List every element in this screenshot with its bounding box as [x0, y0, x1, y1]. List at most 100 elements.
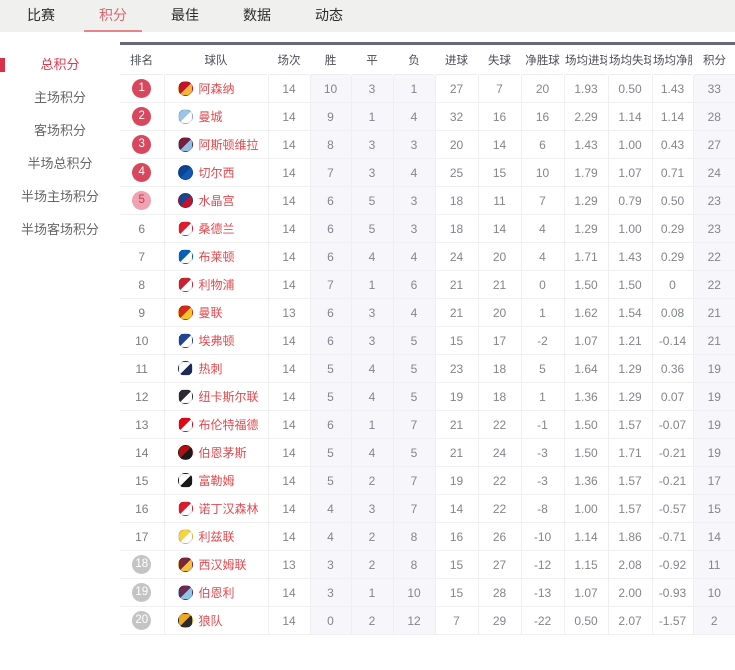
- cell-goals_for: 14: [434, 494, 478, 523]
- cell-rank: 17: [120, 522, 164, 551]
- cell-team[interactable]: 布莱顿: [163, 242, 268, 271]
- cell-goal_diff: -13: [520, 578, 564, 607]
- cell-wins: 7: [309, 158, 351, 187]
- table-row[interactable]: 17 利兹联 14 4 2 8 16 26 -10 1.14 1.86 -0.71 14: [120, 522, 735, 551]
- sidebar-item-halftime-home-points[interactable]: 半场主场积分: [0, 180, 120, 213]
- team-name: 诺丁汉森林: [198, 502, 259, 516]
- table-row[interactable]: 13 布伦特福德 14 6 1 7 21 22 -1 1.50 1.57 -0.07 19: [120, 410, 735, 439]
- table-row[interactable]: 4 切尔西 14 7 3 4 25 15 10 1.79 1.07 0.71 24: [120, 158, 735, 187]
- sidebar-item-home-points[interactable]: 主场积分: [0, 81, 120, 114]
- cell-avg_goal_diff: 0.43: [651, 130, 693, 159]
- column-header-draws: 平: [350, 42, 393, 75]
- cell-team[interactable]: 诺丁汉森林: [163, 494, 268, 523]
- cell-avg_goals_for: 1.29: [563, 186, 608, 215]
- sidebar-item-away-points[interactable]: 客场积分: [0, 114, 120, 147]
- cell-goals_for: 18: [434, 214, 478, 243]
- table-row[interactable]: 15 富勒姆 14 5 2 7 19 22 -3 1.36 1.57 -0.21 17: [120, 466, 735, 495]
- tab-standings[interactable]: 积分: [84, 0, 142, 32]
- column-header-goals_against: 失球: [477, 42, 521, 75]
- cell-goals_against: 14: [477, 130, 521, 159]
- cell-team[interactable]: 利兹联: [163, 522, 268, 551]
- cell-avg_goals_against: 1.07: [607, 158, 652, 187]
- cell-goals_against: 27: [477, 550, 521, 579]
- tab-best[interactable]: 最佳: [171, 7, 199, 23]
- cell-team[interactable]: 纽卡斯尔联: [163, 382, 268, 411]
- cell-team[interactable]: 曼城: [163, 102, 268, 131]
- table-row[interactable]: 2 曼城 14 9 1 4 32 16 16 2.29 1.14 1.14 28: [120, 102, 735, 131]
- cell-team[interactable]: 阿斯顿维拉: [163, 130, 268, 159]
- cell-team[interactable]: 伯恩茅斯: [163, 438, 268, 467]
- tab-stats[interactable]: 数据: [243, 7, 271, 23]
- cell-wins: 10: [309, 74, 351, 103]
- cell-rank: 12: [120, 382, 164, 411]
- column-header-played: 场次: [267, 42, 310, 75]
- cell-wins: 3: [309, 550, 351, 579]
- cell-team[interactable]: 狼队: [163, 606, 268, 635]
- table-row[interactable]: 1 阿森纳 14 10 3 1 27 7 20 1.93 0.50 1.43 33: [120, 74, 735, 103]
- tab-news[interactable]: 动态: [315, 7, 343, 23]
- cell-team[interactable]: 阿森纳: [163, 74, 268, 103]
- cell-draws: 3: [350, 158, 393, 187]
- cell-team[interactable]: 伯恩利: [163, 578, 268, 607]
- cell-wins: 0: [309, 606, 351, 635]
- cell-played: 14: [267, 578, 310, 607]
- cell-avg_goals_against: 1.57: [607, 466, 652, 495]
- cell-avg_goal_diff: 0.71: [651, 158, 693, 187]
- cell-played: 14: [267, 242, 310, 271]
- cell-team[interactable]: 布伦特福德: [163, 410, 268, 439]
- cell-rank: 6: [120, 214, 164, 243]
- cell-team[interactable]: 富勒姆: [163, 466, 268, 495]
- cell-goal_diff: 10: [520, 158, 564, 187]
- cell-rank: 11: [120, 354, 164, 383]
- cell-avg_goals_for: 1.79: [563, 158, 608, 187]
- cell-points: 21: [692, 326, 735, 355]
- cell-team[interactable]: 西汉姆联: [163, 550, 268, 579]
- sidebar-item-label: 半场主场积分: [20, 189, 99, 204]
- table-row[interactable]: 12 纽卡斯尔联 14 5 4 5 19 18 1 1.36 1.29 0.07 19: [120, 382, 735, 411]
- cell-wins: 6: [309, 298, 351, 327]
- cell-losses: 1: [392, 74, 435, 103]
- table-row[interactable]: 16 诺丁汉森林 14 4 3 7 14 22 -8 1.00 1.57 -0.57 15: [120, 494, 735, 523]
- table-row[interactable]: 7 布莱顿 14 6 4 4 24 20 4 1.71 1.43 0.29 22: [120, 242, 735, 271]
- cell-team[interactable]: 水晶宫: [163, 186, 268, 215]
- team-logo-icon: [177, 137, 193, 152]
- sidebar-item-total-points[interactable]: 总积分: [0, 48, 120, 81]
- cell-wins: 5: [309, 354, 351, 383]
- cell-points: 19: [692, 382, 735, 411]
- team-logo-icon: [177, 501, 193, 516]
- table-row[interactable]: 11 热刺 14 5 4 5 23 18 5 1.64 1.29 0.36 19: [120, 354, 735, 383]
- cell-goal_diff: 16: [520, 102, 564, 131]
- cell-team[interactable]: 曼联: [163, 298, 268, 327]
- table-row[interactable]: 9 曼联 13 6 3 4 21 20 1 1.62 1.54 0.08 21: [120, 298, 735, 327]
- cell-points: 23: [692, 214, 735, 243]
- table-row[interactable]: 10 埃弗顿 14 6 3 5 15 17 -2 1.07 1.21 -0.14 21: [120, 326, 735, 355]
- cell-team[interactable]: 桑德兰: [163, 214, 268, 243]
- sidebar-item-halftime-away-points[interactable]: 半场客场积分: [0, 213, 120, 246]
- cell-points: 28: [692, 102, 735, 131]
- cell-team[interactable]: 埃弗顿: [163, 326, 268, 355]
- tab-matches[interactable]: 比赛: [27, 7, 55, 23]
- cell-wins: 8: [309, 130, 351, 159]
- sidebar-item-halftime-total-points[interactable]: 半场总积分: [0, 147, 120, 180]
- table-row[interactable]: 14 伯恩茅斯 14 5 4 5 21 24 -3 1.50 1.71 -0.21 19: [120, 438, 735, 467]
- cell-avg_goal_diff: 0.29: [651, 214, 693, 243]
- team-name: 切尔西: [198, 166, 235, 180]
- cell-avg_goals_for: 1.00: [563, 494, 608, 523]
- cell-avg_goals_against: 1.29: [607, 382, 652, 411]
- table-row[interactable]: 6 桑德兰 14 6 5 3 18 14 4 1.29 1.00 0.29 23: [120, 214, 735, 243]
- table-row[interactable]: 18 西汉姆联 13 3 2 8 15 27 -12 1.15 2.08 -0.92 11: [120, 550, 735, 579]
- cell-team[interactable]: 利物浦: [163, 270, 268, 299]
- cell-team[interactable]: 切尔西: [163, 158, 268, 187]
- cell-goal_diff: -22: [520, 606, 564, 635]
- cell-goals_against: 11: [477, 186, 521, 215]
- table-row[interactable]: 5 水晶宫 14 6 5 3 18 11 7 1.29 0.79 0.50 23: [120, 186, 735, 215]
- table-row[interactable]: 19 伯恩利 14 3 1 10 15 28 -13 1.07 2.00 -0.93 10: [120, 578, 735, 607]
- cell-goals_against: 17: [477, 326, 521, 355]
- cell-goals_for: 21: [434, 270, 478, 299]
- table-header-row: 排名球队场次胜平负进球失球净胜球场均进球场均失球场均净胜积分: [120, 42, 735, 75]
- cell-team[interactable]: 热刺: [163, 354, 268, 383]
- table-row[interactable]: 20 狼队 14 0 2 12 7 29 -22 0.50 2.07 -1.57 2: [120, 606, 735, 635]
- cell-goals_against: 22: [477, 494, 521, 523]
- table-row[interactable]: 3 阿斯顿维拉 14 8 3 3 20 14 6 1.43 1.00 0.43 27: [120, 130, 735, 159]
- table-row[interactable]: 8 利物浦 14 7 1 6 21 21 0 1.50 1.50 0 22: [120, 270, 735, 299]
